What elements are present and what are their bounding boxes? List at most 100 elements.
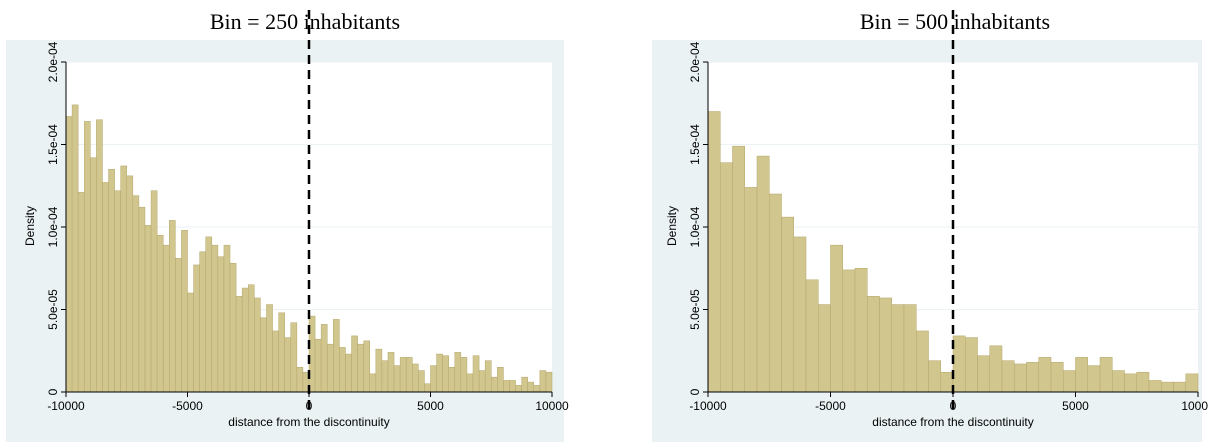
histogram-bar <box>199 251 206 393</box>
histogram-panel-bin250: Bin = 250 inhabitants 0 5.0e-05 1.0e-04 1.5e… <box>6 9 569 442</box>
histogram-bar <box>842 269 856 393</box>
histogram-bar <box>387 352 395 393</box>
y-tick-label: 2.0e-04 <box>688 41 702 82</box>
histogram-bar <box>928 360 941 393</box>
histogram-bar <box>424 383 431 393</box>
histogram-bar <box>436 353 443 393</box>
y-tick-label: 5.0e-05 <box>46 289 60 330</box>
histogram-bar <box>466 373 474 393</box>
histogram-bar <box>1124 373 1137 393</box>
histogram-bar <box>1001 360 1015 393</box>
x-tick-label: -5000 <box>172 399 203 413</box>
histogram-bar <box>484 360 492 393</box>
y-tick-label: 1.0e-04 <box>46 206 60 247</box>
y-axis-label: Density <box>23 206 37 246</box>
histogram-bar <box>223 244 231 393</box>
histogram-bar <box>272 330 279 393</box>
histogram-bar <box>1050 362 1064 393</box>
histogram-bar <box>320 324 328 393</box>
histogram-bar <box>187 292 194 393</box>
histogram-bar <box>867 296 880 393</box>
histogram-bar <box>83 121 91 393</box>
histogram-bar <box>472 355 480 393</box>
histogram-bar <box>521 376 528 393</box>
histogram-bar <box>114 190 121 393</box>
histogram-bar <box>357 343 364 393</box>
histogram-bar <box>533 385 541 393</box>
histogram-bar <box>545 371 553 393</box>
x-tick-label: 10000 <box>1181 399 1208 413</box>
histogram-bar <box>169 220 176 393</box>
histogram-bar <box>96 119 103 393</box>
histogram-bar <box>1185 373 1199 393</box>
histogram-bar <box>430 365 437 393</box>
histogram-bar <box>1112 370 1125 393</box>
histogram-bar <box>503 380 510 393</box>
histogram-bar <box>290 322 298 393</box>
histogram-bar <box>393 365 401 393</box>
histogram-bar <box>879 297 892 393</box>
histogram-bar <box>1063 370 1076 393</box>
x-tick-label: -10000 <box>47 399 85 413</box>
histogram-bar <box>1026 362 1039 393</box>
histogram-bar <box>381 360 389 393</box>
histogram-bar <box>156 235 164 393</box>
histogram-bar <box>977 355 990 393</box>
y-tick-label: 1.5e-04 <box>46 124 60 165</box>
histogram-bar <box>132 195 140 393</box>
histogram-bar <box>707 111 721 393</box>
histogram-bin500: Bin = 500 inhabitants 0 5.0e-05 1.0e-04 1.5e… <box>652 9 1208 442</box>
histogram-bar <box>769 193 782 393</box>
histogram-bar <box>399 357 407 393</box>
histogram-bar <box>903 304 917 393</box>
histogram-bar <box>1136 371 1150 393</box>
histogram-panel-bin500: Bin = 500 inhabitants 0 5.0e-05 1.0e-04 1.5e… <box>642 0 1208 448</box>
histogram-bar <box>345 353 352 393</box>
histogram-bar <box>181 230 188 393</box>
histogram-bar <box>193 264 200 393</box>
histogram-bar <box>229 263 237 393</box>
histogram-bar <box>150 190 158 393</box>
x-axis-label: distance from the discontinuity <box>228 415 389 429</box>
y-tick-label: 0 <box>688 388 702 395</box>
histogram-bar <box>781 216 794 393</box>
histogram-bar <box>102 182 109 393</box>
histogram-bar <box>916 330 929 393</box>
histogram-bar <box>805 279 819 393</box>
y-tick-label: 0 <box>46 388 60 395</box>
histogram-bar <box>418 370 425 393</box>
histogram-bar <box>217 256 225 393</box>
histogram-bar <box>1038 357 1052 393</box>
histogram-bar <box>205 236 213 393</box>
histogram-bar <box>1075 357 1088 393</box>
histogram-bar <box>1173 381 1186 393</box>
histogram-bar <box>412 363 419 393</box>
histogram-bar <box>175 258 182 393</box>
histogram-bar <box>732 145 745 393</box>
histogram-bar <box>144 225 152 393</box>
histogram-bar <box>351 335 358 393</box>
histogram-bar <box>830 244 843 393</box>
histogram-bar <box>339 347 346 393</box>
histogram-bar <box>460 357 468 393</box>
histogram-bar <box>989 345 1003 393</box>
histogram-bar <box>90 157 97 393</box>
y-tick-label: 1.0e-04 <box>688 206 702 247</box>
histogram-bar <box>266 304 273 393</box>
histogram-bar <box>720 162 733 393</box>
histogram-bar <box>260 317 267 393</box>
histogram-bar <box>241 287 249 393</box>
histogram-bar <box>1161 381 1174 393</box>
histogram-bar <box>120 165 128 393</box>
histogram-bar <box>248 284 255 393</box>
histogram-bar <box>138 206 146 393</box>
histogram-bar <box>375 348 383 393</box>
x-tick-label: -5000 <box>815 399 846 413</box>
histogram-bar <box>77 192 85 393</box>
histogram-bar <box>744 187 758 393</box>
histogram-bar <box>1087 365 1101 393</box>
histogram-bar <box>965 337 978 393</box>
histogram-bar <box>793 236 807 393</box>
x-tick-label: 5000 <box>417 399 444 413</box>
histogram-bar <box>284 337 292 393</box>
